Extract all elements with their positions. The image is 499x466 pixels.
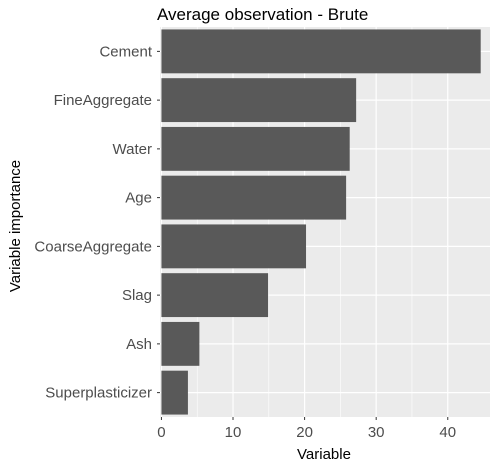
- bar-fineaggregate: [161, 78, 357, 123]
- bar-slag: [161, 273, 269, 318]
- bar-superplasticizer: [161, 370, 188, 415]
- y-tick-label: CoarseAggregate: [34, 238, 152, 255]
- y-tick-label: Age: [125, 190, 152, 207]
- y-tick-label: Superplasticizer: [45, 385, 152, 402]
- x-tick-label: 0: [157, 424, 165, 441]
- y-tick-label: Water: [113, 141, 152, 158]
- bar-water: [161, 126, 350, 171]
- x-axis-label: Variable: [297, 446, 351, 463]
- y-axis-label: Variable importance: [7, 160, 24, 292]
- bar-age: [161, 175, 347, 220]
- chart-title: Average observation - Brute: [157, 5, 368, 24]
- y-axis: Cement FineAggregate Water Age CoarseAggrega…: [34, 43, 160, 402]
- bars: [161, 29, 481, 415]
- y-tick-label: Cement: [99, 43, 152, 60]
- x-tick-label: 20: [296, 424, 313, 441]
- y-tick-label: Slag: [122, 287, 152, 304]
- x-tick-label: 10: [225, 424, 242, 441]
- x-tick-label: 40: [439, 424, 456, 441]
- y-tick-label: Ash: [126, 336, 152, 353]
- x-tick-label: 30: [368, 424, 385, 441]
- y-tick-label: FineAggregate: [54, 92, 152, 109]
- x-axis: 0 10 20 30 40: [157, 417, 456, 441]
- bar-ash: [161, 321, 200, 366]
- bar-coarseaggregate: [161, 224, 307, 269]
- bar-cement: [161, 29, 481, 74]
